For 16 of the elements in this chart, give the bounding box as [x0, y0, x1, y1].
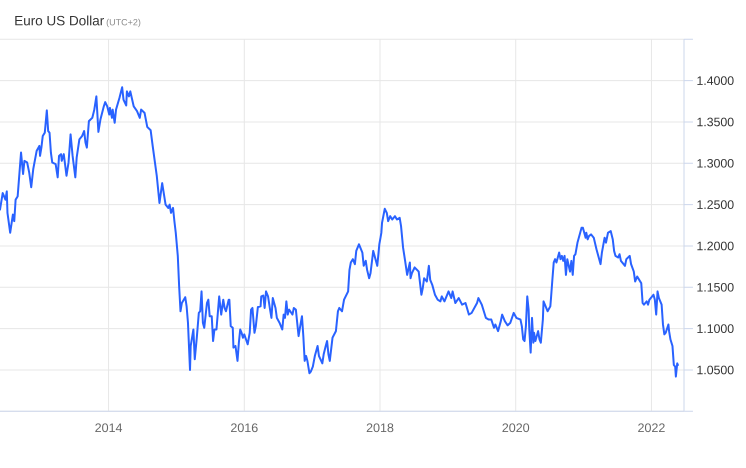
y-tick-label: 1.1500	[697, 282, 734, 292]
y-tick-label: 1.3000	[697, 158, 734, 168]
chart-title: Euro US Dollar	[15, 16, 104, 26]
x-tick-label: 2020	[502, 423, 530, 432]
y-tick-label: 1.4000	[697, 76, 734, 85]
x-tick-label: 2018	[366, 423, 394, 432]
x-tick-label: 2022	[638, 423, 665, 432]
x-tick-label: 2016	[231, 423, 258, 432]
x-tick-label: 2014	[95, 423, 122, 432]
y-tick-label: 1.3500	[697, 118, 734, 126]
y-tick-label: 1.1000	[697, 324, 734, 333]
y-tick-label: 1.2500	[697, 200, 734, 209]
y-tick-label: 1.0500	[697, 366, 734, 374]
chart-subtitle: (UTC+2)	[106, 18, 140, 28]
y-tick-label: 1.2000	[697, 242, 734, 250]
line-series	[0, 86, 679, 378]
